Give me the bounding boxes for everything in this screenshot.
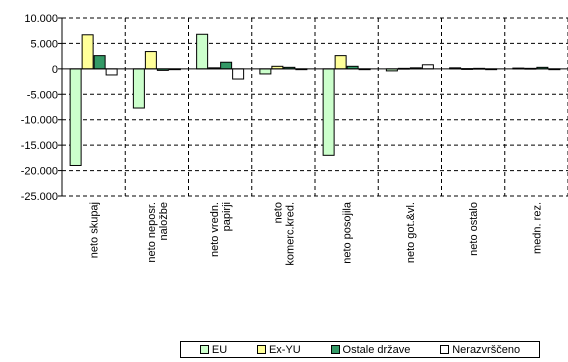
bar — [220, 61, 233, 70]
y-tick-label: -10.000 — [21, 115, 58, 127]
bar — [421, 64, 434, 70]
legend-label-ex-yu: Ex-YU — [268, 343, 301, 356]
bar — [196, 33, 209, 70]
y-tick-label: -5.000 — [27, 89, 58, 101]
bar — [132, 68, 145, 109]
x-tick-label: neto vredn. — [209, 202, 221, 257]
y-tick-label: -25.000 — [21, 191, 58, 203]
x-tick-label: neto — [272, 202, 284, 223]
bar — [81, 34, 94, 70]
legend: EU Ex-YU Ostale države Nerazvrščeno — [180, 341, 540, 358]
bar — [322, 68, 335, 156]
x-tick-label: komerc.kred. — [284, 202, 296, 266]
x-tick-label: neto skupaj — [89, 202, 101, 258]
legend-item-eu: EU — [199, 343, 228, 356]
x-tick-label: neto ostalo — [468, 202, 480, 256]
legend-swatch-eu — [199, 345, 209, 354]
legend-swatch-nerazvrsceno — [440, 345, 450, 354]
bar — [334, 55, 347, 70]
legend-label-ostale-drzave: Ostale države — [342, 343, 411, 356]
y-tick-label: -20.000 — [21, 166, 58, 178]
x-tick-label: medn. rez. — [531, 202, 543, 254]
x-tick-label: neto neposr. — [146, 202, 158, 263]
bar — [69, 68, 82, 166]
legend-swatch-ostale-drzave — [330, 345, 340, 354]
x-tick-label: neto posojila — [342, 201, 354, 264]
x-tick-label: naložbe — [158, 202, 170, 241]
legend-item-ex-yu: Ex-YU — [256, 343, 301, 356]
x-tick-label: papirji — [221, 202, 233, 231]
bar — [144, 51, 157, 70]
legend-label-eu: EU — [211, 343, 228, 356]
bar — [259, 68, 272, 75]
legend-swatch-ex-yu — [256, 345, 266, 354]
y-tick-label: -15.000 — [21, 140, 58, 152]
bar — [232, 68, 245, 80]
y-tick-label: 5.000 — [30, 38, 58, 50]
bar — [93, 55, 106, 70]
y-tick-label: 10.000 — [24, 13, 58, 25]
x-tick-label: neto got.&vl. — [405, 202, 417, 263]
legend-item-nerazvrsceno: Nerazvrščeno — [440, 344, 520, 356]
legend-item-ostale-drzave: Ostale države — [330, 343, 411, 356]
y-tick-label: 0 — [52, 64, 58, 76]
bar — [105, 68, 118, 76]
legend-label-nerazvrsceno: Nerazvrščeno — [452, 343, 521, 356]
